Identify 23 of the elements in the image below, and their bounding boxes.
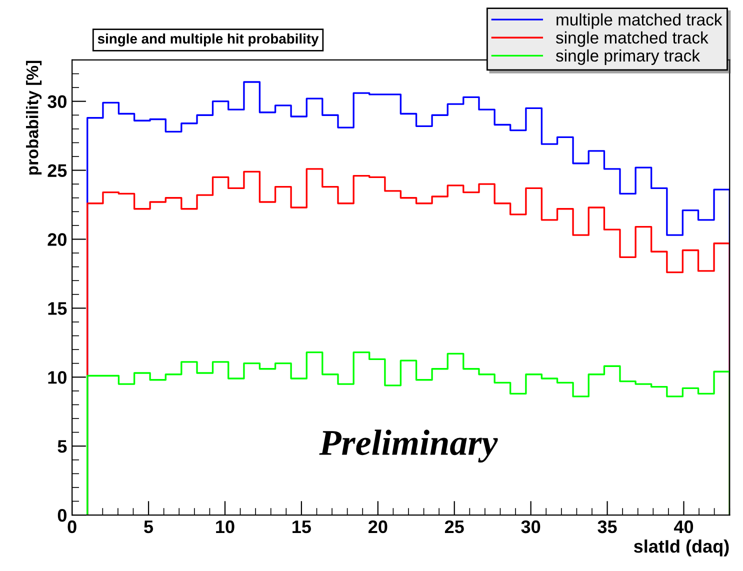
legend-label: multiple matched track: [556, 13, 722, 29]
x-tick-label: 25: [444, 520, 464, 534]
x-tick-label: 20: [368, 520, 388, 534]
x-tick-label: 40: [674, 520, 694, 534]
annotation: Preliminary: [319, 430, 498, 463]
x-tick-label: 30: [521, 520, 540, 534]
y-axis-title: probability [%]: [26, 60, 42, 175]
y-tick-label: 15: [48, 302, 67, 315]
legend-label: single matched track: [556, 31, 708, 47]
x-tick-label: 15: [292, 520, 311, 534]
y-tick-label: 0: [58, 508, 66, 522]
chart-title: single and multiple hit probability: [98, 33, 319, 46]
x-tick-label: 10: [216, 520, 234, 534]
y-tick-label: 30: [48, 95, 66, 108]
legend-label: single primary track: [556, 49, 700, 65]
y-tick-label: 25: [48, 164, 67, 177]
x-tick-label: 0: [68, 520, 76, 534]
y-tick-label: 10: [48, 371, 66, 384]
x-axis-title: slatId (daq): [634, 540, 729, 556]
x-tick-label: 5: [144, 520, 154, 534]
x-tick-label: 35: [598, 520, 617, 534]
y-tick-label: 5: [58, 440, 67, 453]
y-tick-label: 20: [48, 233, 66, 246]
